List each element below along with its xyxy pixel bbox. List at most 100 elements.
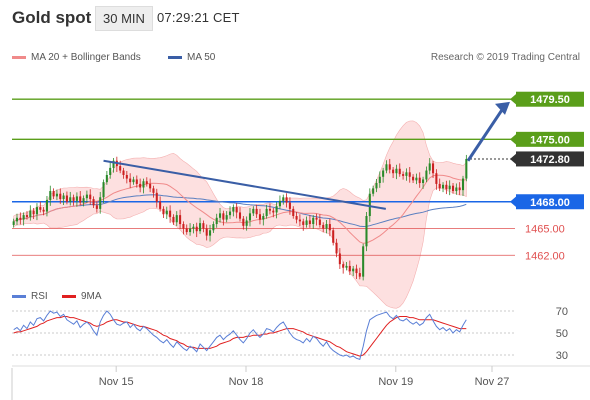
candle [352,265,355,277]
candle-body [382,170,385,177]
candle-body [305,220,308,225]
candle [225,211,228,223]
candle-body [348,265,351,272]
candle [215,213,218,228]
candle [465,154,468,182]
candle-body [209,230,212,236]
candle-body [278,200,281,207]
chart-timestamp: 07:29:21 CET [157,10,240,25]
candle [355,264,358,279]
candle-body [112,160,115,168]
candle [415,173,418,185]
candle-body [149,183,152,189]
candle [338,248,341,269]
candle-body [102,182,105,198]
candle-body [202,223,205,229]
candle [32,207,35,220]
candle [412,174,415,184]
candle-body [109,167,112,175]
candle-body [35,207,38,215]
candle [162,206,165,218]
legend-rsi: RSI [12,291,48,302]
x-tick-label-3: Nov 27 [475,376,510,388]
candle-body [132,179,135,183]
candle-body [265,208,268,217]
ma20-legend-label: MA 20 + Bollinger Bands [31,52,141,63]
candle-body [288,202,291,209]
candle-body [199,223,202,232]
candle [25,211,29,220]
candle [218,207,222,223]
candle-body [172,216,175,223]
candle [318,214,321,228]
candle [72,194,75,206]
candle [125,170,128,184]
candle-body [358,273,361,277]
candle-body [398,168,401,175]
level-tag-arrow [510,195,517,208]
x-tick-label-2: Nov 19 [378,376,413,388]
candle [235,203,238,219]
candle-body [248,213,252,221]
candle [388,158,391,174]
candle-body [55,193,58,197]
candle-body [252,208,255,214]
candle [362,243,365,281]
candle-body [82,198,85,203]
candle-body [218,213,222,218]
candle-body [185,228,188,233]
candle [19,212,22,225]
candle-body [448,185,451,190]
candle [172,214,175,225]
rsi-level-label-1: 50 [556,328,568,340]
candle [82,195,85,207]
candle-body [195,226,198,232]
level-label-2: 1472.80 [530,154,570,166]
candle-body [25,215,29,217]
level-tag-1: 1475.00 [510,131,584,147]
level-label-0: 1479.50 [530,94,570,106]
projection-arrow-head [495,101,510,115]
candle-body [415,177,418,181]
level-label-1: 1475.00 [530,134,570,146]
candle [55,189,58,201]
candle [308,215,311,228]
candle-body [392,169,395,174]
candle-body [312,217,315,225]
rsi-line [13,310,467,361]
level-label-5: 1462.00 [525,250,565,262]
ma9-swatch [62,294,76,298]
candle [262,213,265,226]
candle-body [425,170,428,180]
candle [35,203,38,221]
candle [332,227,335,246]
candle [461,175,465,197]
candle [155,188,158,208]
candle [129,173,132,189]
candle [179,209,182,229]
candle [159,196,162,212]
candle [42,207,45,216]
candle-body [119,166,122,171]
candle [252,206,255,217]
candle [348,260,351,276]
candle-body [179,215,182,225]
candle-body [142,181,145,188]
candle-body [69,197,72,202]
instrument-title: Gold spot [12,8,92,27]
candle-body [89,194,92,200]
candle-body [458,187,461,191]
candle-body [335,242,338,254]
candle-body [451,185,455,192]
candle-body [145,181,148,184]
rsi-level-label-2: 30 [556,350,568,362]
candle-body [99,197,102,209]
ma50-legend-label: MA 50 [187,52,216,63]
candle-body [405,172,408,176]
timeframe-button[interactable]: 30 MIN [95,6,153,31]
candle [59,188,62,204]
candle-body [39,207,42,210]
candle-body [129,178,132,183]
candle [105,170,108,185]
